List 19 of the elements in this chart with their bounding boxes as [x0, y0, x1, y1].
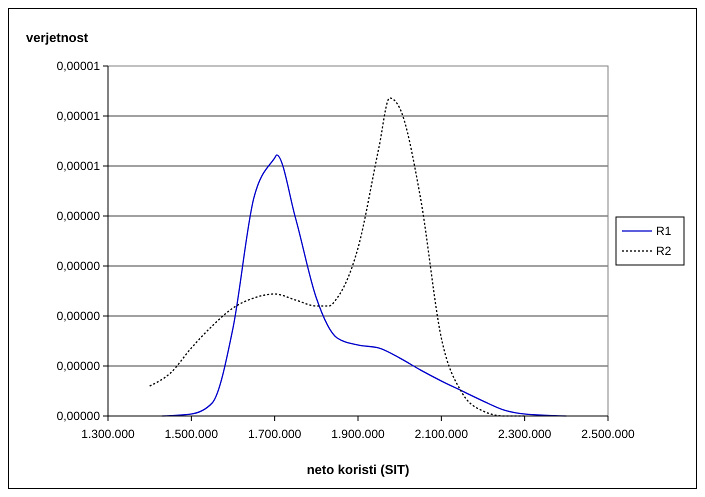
legend-label: R2: [656, 244, 672, 258]
y-tick-label: 0,00001: [56, 159, 100, 174]
y-tick-label: 0,00000: [56, 309, 100, 324]
y-tick-label: 0,00001: [56, 59, 100, 74]
y-tick-label: 0,00000: [56, 409, 100, 424]
y-tick-label: 0,00000: [56, 209, 100, 224]
x-tick-label: 2.500.000: [581, 427, 636, 441]
x-tick-label: 2.100.000: [414, 427, 468, 441]
x-tick-label: 1.300.000: [81, 427, 136, 441]
x-axis-title: neto koristi (SIT): [306, 462, 410, 477]
y-axis-title: verjetnost: [26, 30, 89, 45]
legend-label: R1: [656, 224, 672, 238]
x-tick-label: 1.900.000: [331, 427, 386, 441]
x-tick-label: 2.300.000: [498, 427, 552, 441]
x-tick-label: 1.500.000: [164, 427, 218, 441]
y-tick-label: 0,00000: [56, 359, 100, 374]
y-tick-label: 0,00000: [56, 259, 100, 274]
y-tick-label: 0,00001: [56, 109, 100, 124]
x-tick-label: 1.700.000: [248, 427, 302, 441]
